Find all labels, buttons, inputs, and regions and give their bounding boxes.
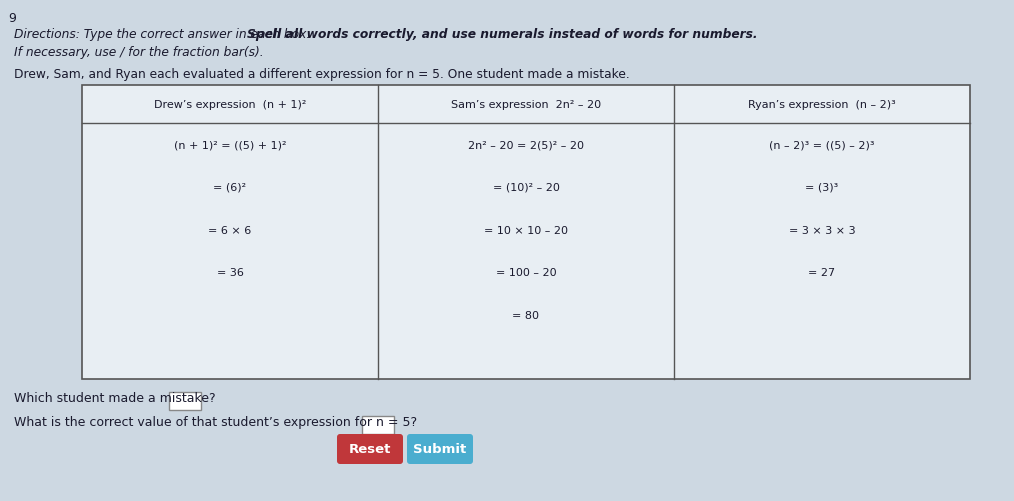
Text: Drew’s expression  (n + 1)²: Drew’s expression (n + 1)² (154, 100, 306, 110)
Bar (82, 86, 970, 379)
Text: Reset: Reset (349, 442, 391, 455)
Text: = 27: = 27 (808, 268, 836, 278)
Text: = (3)³: = (3)³ (805, 183, 839, 192)
Text: = 80: = 80 (512, 311, 539, 320)
Text: = 36: = 36 (217, 268, 243, 278)
Text: (n – 2)³ = ((5) – 2)³: (n – 2)³ = ((5) – 2)³ (770, 140, 875, 150)
Bar (362, 416, 393, 434)
Text: Drew, Sam, and Ryan each evaluated a different expression for n = 5. One student: Drew, Sam, and Ryan each evaluated a dif… (14, 68, 630, 81)
Text: = (6)²: = (6)² (213, 183, 246, 192)
Text: (n + 1)² = ((5) + 1)²: (n + 1)² = ((5) + 1)² (173, 140, 286, 150)
Text: What is the correct value of that student’s expression for n = 5?: What is the correct value of that studen… (14, 415, 417, 428)
Text: Spell all words correctly, and use numerals instead of words for numbers.: Spell all words correctly, and use numer… (246, 28, 757, 41)
FancyBboxPatch shape (407, 434, 473, 464)
Bar (169, 392, 201, 410)
FancyBboxPatch shape (337, 434, 403, 464)
Text: If necessary, use / for the fraction bar(s).: If necessary, use / for the fraction bar… (14, 46, 264, 59)
Text: Sam’s expression  2n² – 20: Sam’s expression 2n² – 20 (451, 100, 601, 110)
Text: Directions: Type the correct answer in each box.: Directions: Type the correct answer in e… (14, 28, 314, 41)
Text: Ryan’s expression  (n – 2)³: Ryan’s expression (n – 2)³ (748, 100, 896, 110)
Text: 2n² – 20 = 2(5)² – 20: 2n² – 20 = 2(5)² – 20 (468, 140, 584, 150)
Text: Submit: Submit (414, 442, 466, 455)
Text: = 100 – 20: = 100 – 20 (496, 268, 557, 278)
Text: = (10)² – 20: = (10)² – 20 (493, 183, 560, 192)
Text: 9: 9 (8, 12, 16, 25)
Text: = 10 × 10 – 20: = 10 × 10 – 20 (484, 225, 568, 235)
Text: = 3 × 3 × 3: = 3 × 3 × 3 (789, 225, 856, 235)
Text: = 6 × 6: = 6 × 6 (208, 225, 251, 235)
Text: Which student made a mistake?: Which student made a mistake? (14, 391, 216, 404)
